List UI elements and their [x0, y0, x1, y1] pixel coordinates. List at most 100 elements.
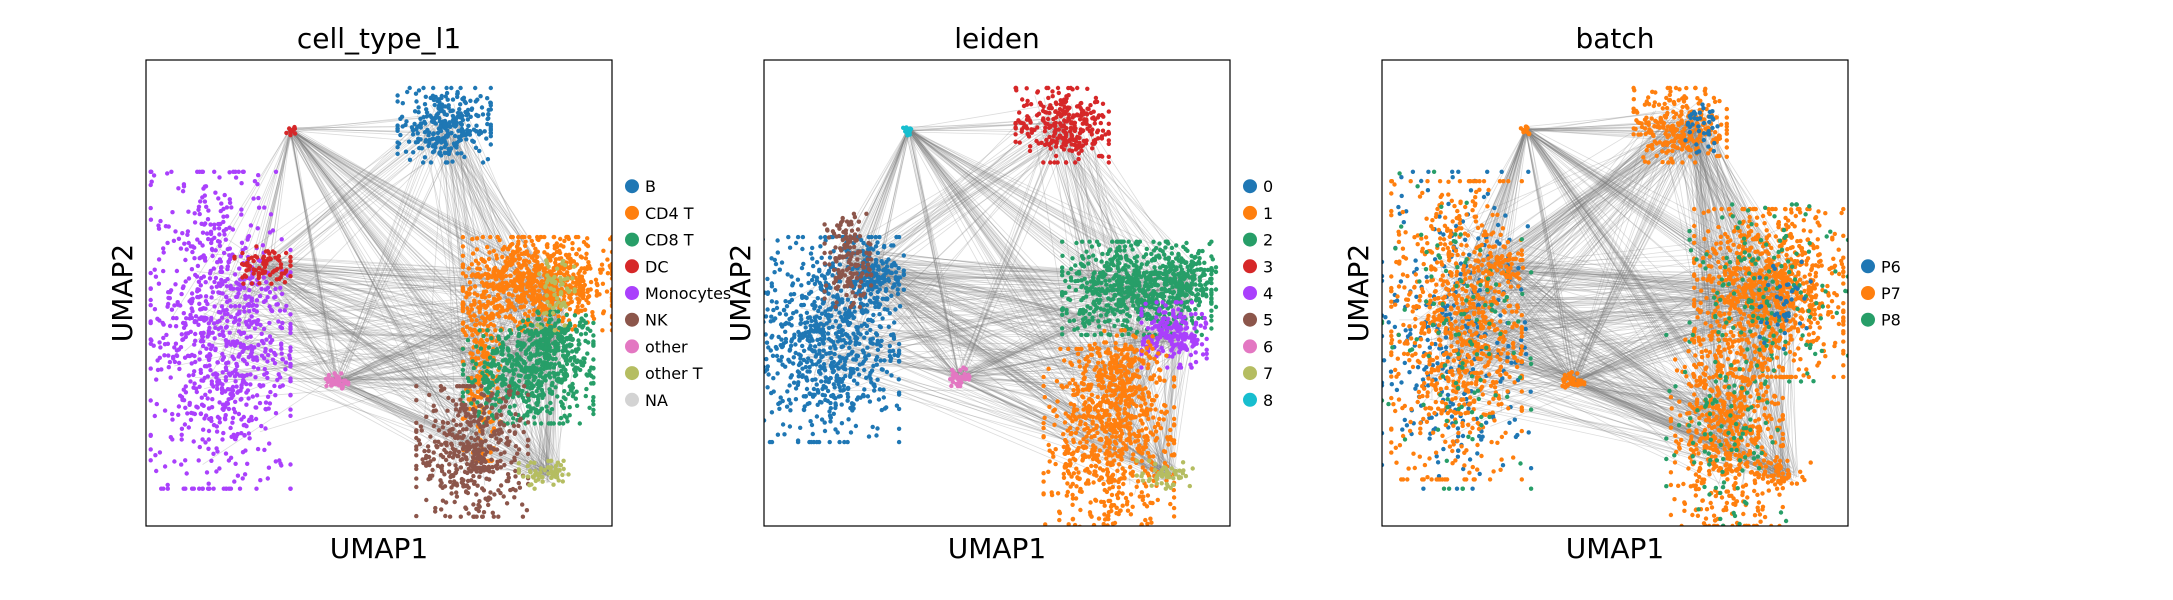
- scatter-point: [505, 255, 510, 261]
- scatter-point: [525, 443, 530, 449]
- scatter-point: [573, 396, 578, 401]
- scatter-point: [515, 356, 520, 361]
- scatter-point: [860, 361, 865, 366]
- scatter-point: [215, 386, 220, 391]
- scatter-point: [451, 418, 456, 423]
- scatter-point: [242, 273, 247, 278]
- scatter-point: [471, 366, 476, 371]
- scatter-point: [494, 436, 499, 441]
- scatter-point: [202, 364, 208, 369]
- scatter-point: [431, 403, 436, 408]
- scatter-point: [264, 279, 269, 285]
- scatter-point: [212, 222, 217, 227]
- scatter-point: [524, 508, 530, 513]
- scatter-point: [571, 280, 576, 285]
- scatter-point: [811, 329, 816, 334]
- scatter-point: [248, 334, 253, 339]
- scatter-point: [515, 284, 521, 290]
- scatter-point: [221, 206, 226, 212]
- scatter-point: [198, 367, 203, 373]
- scatter-point: [586, 260, 591, 265]
- scatter-point: [481, 410, 487, 416]
- scatter-point: [224, 227, 229, 232]
- scatter-point: [848, 405, 853, 411]
- scatter-point: [431, 457, 436, 462]
- scatter-point: [257, 382, 262, 388]
- scatter-point: [157, 450, 163, 455]
- scatter-point: [778, 343, 783, 348]
- scatter-point: [574, 251, 579, 257]
- scatter-point: [757, 256, 761, 260]
- legend-label: CD8 T: [645, 231, 694, 250]
- scatter-point: [810, 302, 815, 307]
- scatter-point: [411, 150, 416, 155]
- scatter-point: [466, 266, 471, 271]
- scatter-point: [486, 390, 491, 395]
- scatter-point: [511, 371, 516, 377]
- scatter-point: [491, 296, 497, 301]
- scatter-point: [263, 426, 268, 431]
- scatter-point: [553, 279, 558, 285]
- scatter-point: [287, 126, 292, 131]
- scatter-point: [884, 286, 889, 292]
- scatter-point: [515, 268, 520, 274]
- scatter-point: [170, 417, 175, 422]
- scatter-point: [822, 241, 827, 246]
- scatter-point: [800, 343, 805, 349]
- scatter-point: [556, 332, 561, 337]
- scatter-point: [227, 225, 232, 230]
- scatter-point: [818, 371, 823, 376]
- scatter-point: [882, 243, 887, 249]
- scatter-point: [533, 298, 538, 304]
- scatter-point: [516, 362, 521, 367]
- scatter-point: [156, 281, 162, 286]
- scatter-point: [223, 451, 229, 456]
- scatter-point: [487, 469, 492, 474]
- scatter-point: [460, 405, 466, 410]
- scatter-point: [462, 384, 467, 389]
- scatter-point: [879, 367, 884, 372]
- scatter-point: [796, 380, 801, 385]
- scatter-point: [423, 94, 428, 100]
- scatter-point: [837, 384, 842, 390]
- scatter-point: [851, 357, 856, 362]
- scatter-point: [573, 347, 579, 352]
- scatter-point: [219, 304, 225, 309]
- scatter-point: [1103, 132, 1108, 137]
- scatter-point: [826, 291, 831, 296]
- scatter-point: [876, 275, 881, 281]
- scatter-point: [258, 322, 263, 328]
- scatter-point: [194, 319, 199, 324]
- scatter-point: [436, 135, 441, 140]
- scatter-point: [833, 319, 838, 324]
- scatter-point: [551, 348, 556, 353]
- scatter-point: [450, 398, 456, 403]
- scatter-point: [240, 357, 246, 362]
- scatter-point: [438, 483, 443, 488]
- scatter-point: [546, 471, 551, 476]
- scatter-point: [544, 258, 549, 263]
- scatter-point: [533, 284, 538, 289]
- scatter-point: [814, 414, 820, 419]
- scatter-point: [207, 325, 212, 331]
- scatter-point: [174, 268, 180, 274]
- scatter-point: [148, 182, 153, 188]
- scatter-point: [278, 262, 284, 267]
- scatter-point: [833, 256, 839, 261]
- scatter-point: [439, 95, 444, 101]
- scatter-point: [479, 315, 485, 320]
- scatter-point: [173, 341, 179, 346]
- scatter-point: [571, 272, 576, 277]
- scatter-point: [152, 307, 158, 312]
- legend-marker: [625, 366, 639, 381]
- scatter-point: [486, 345, 492, 350]
- scatter-point: [877, 312, 882, 317]
- scatter-point: [850, 367, 856, 372]
- scatter-point: [400, 124, 405, 129]
- scatter-point: [474, 247, 480, 252]
- scatter-point: [344, 380, 349, 385]
- scatter-point: [282, 271, 287, 276]
- scatter-point: [542, 266, 548, 271]
- scatter-point: [788, 408, 793, 413]
- scatter-point: [869, 257, 874, 262]
